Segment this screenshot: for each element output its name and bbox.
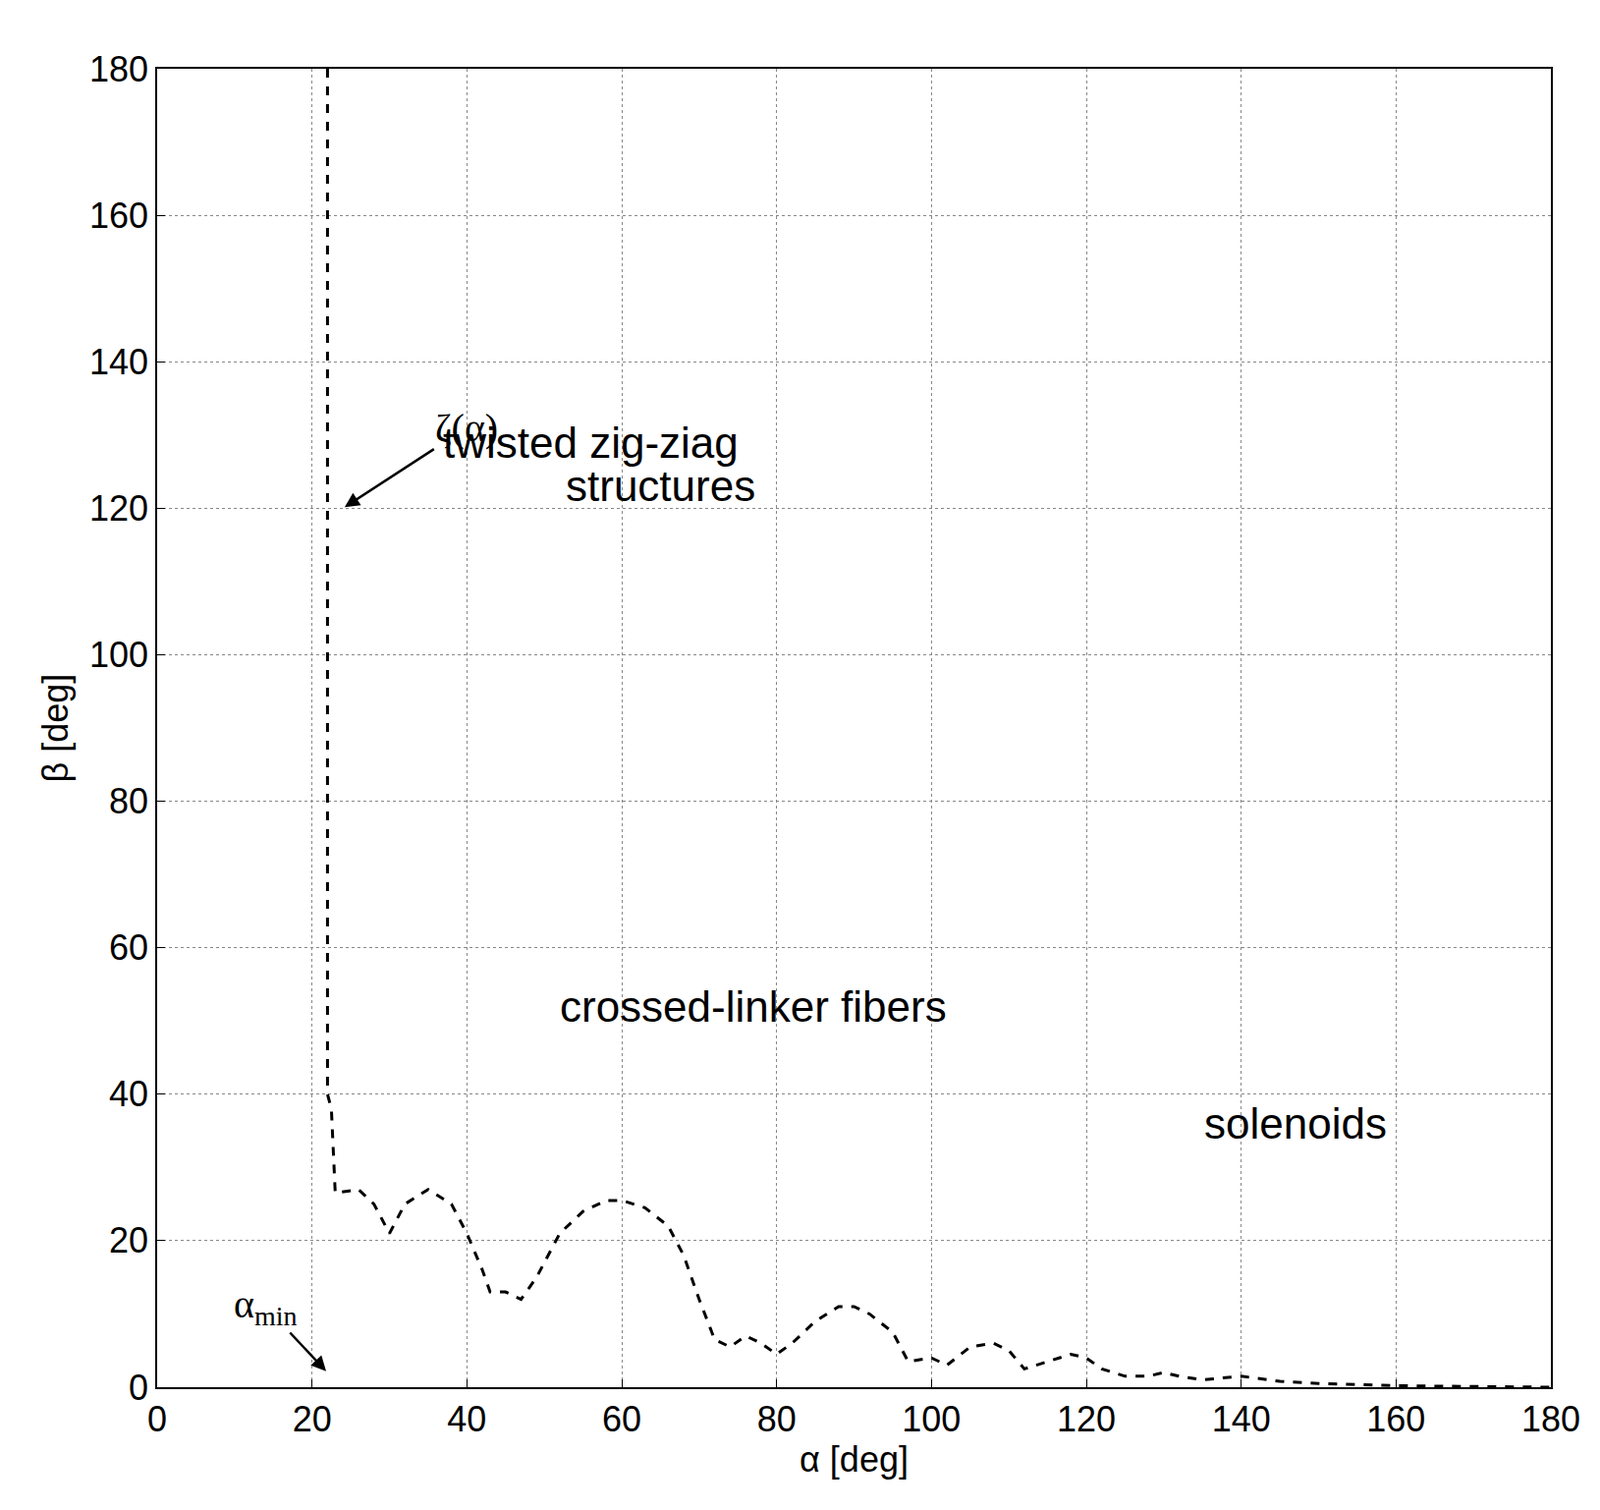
svg-text:ζ(α): ζ(α) [435, 405, 498, 450]
svg-text:crossed-linker fibers: crossed-linker fibers [559, 982, 947, 1031]
svg-text:140: 140 [1212, 1398, 1271, 1439]
svg-text:α [deg]: α [deg] [799, 1438, 909, 1480]
svg-text:twisted zig-ziag: twisted zig-ziag [442, 418, 739, 467]
svg-text:80: 80 [109, 780, 149, 822]
svg-text:40: 40 [446, 1398, 487, 1439]
svg-text:60: 60 [602, 1398, 642, 1439]
svg-text:solenoids: solenoids [1204, 1099, 1387, 1148]
svg-text:20: 20 [292, 1398, 332, 1439]
svg-text:β [deg]: β [deg] [35, 673, 76, 783]
svg-text:120: 120 [89, 488, 149, 529]
svg-text:α​min​: α​min​ [233, 1281, 298, 1331]
svg-text:160: 160 [89, 195, 149, 236]
svg-text:80: 80 [757, 1398, 797, 1439]
svg-text:120: 120 [1056, 1398, 1116, 1439]
svg-text:140: 140 [89, 341, 149, 383]
svg-text:structures: structures [565, 461, 756, 510]
svg-text:0: 0 [147, 1398, 167, 1439]
svg-text:180: 180 [1521, 1398, 1581, 1439]
svg-text:20: 20 [109, 1219, 149, 1261]
svg-text:180: 180 [89, 49, 149, 90]
svg-text:0: 0 [128, 1367, 149, 1408]
svg-text:100: 100 [89, 634, 149, 675]
svg-text:100: 100 [901, 1398, 961, 1439]
svg-text:160: 160 [1366, 1398, 1426, 1439]
svg-text:40: 40 [109, 1073, 149, 1114]
svg-text:60: 60 [109, 927, 149, 968]
